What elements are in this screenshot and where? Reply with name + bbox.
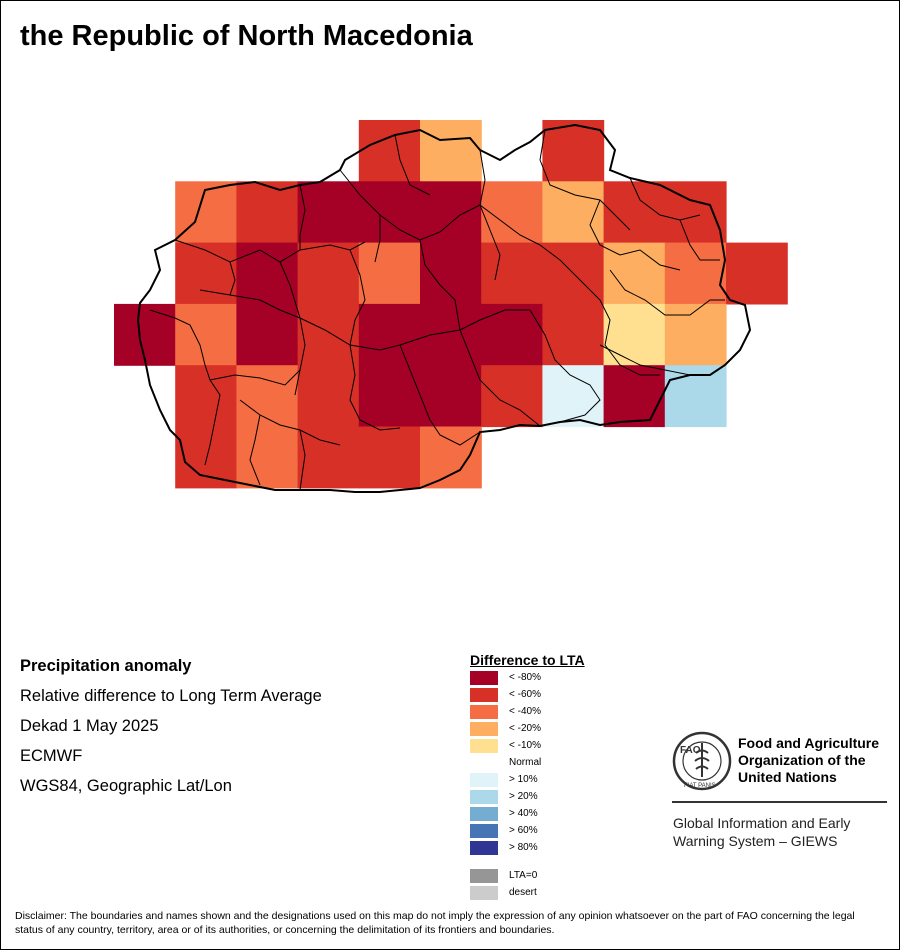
grid-cell: [420, 120, 482, 182]
grid-cell: [236, 303, 299, 366]
legend-item: > 40%: [470, 807, 590, 821]
grid-cell: [175, 365, 237, 428]
legend-swatch: [470, 790, 498, 804]
grid-cell: [175, 181, 237, 244]
legend-label: > 60%: [509, 825, 538, 836]
grid-cell: [358, 365, 421, 428]
legend-swatch: [470, 807, 498, 821]
grid-cell: [175, 303, 237, 366]
svg-text:FAO: FAO: [680, 745, 701, 756]
grid-cell: [726, 242, 788, 305]
grid-cell: [542, 303, 605, 366]
grid-cell: [664, 181, 727, 244]
legend-label: > 20%: [509, 791, 538, 802]
legend-swatch: [470, 688, 498, 702]
legend-swatch: [470, 869, 498, 883]
grid-cell: [358, 426, 421, 489]
district-boundaries: [136, 123, 752, 493]
legend-item: > 60%: [470, 824, 590, 838]
info-line-1: Relative difference to Long Term Average: [20, 687, 322, 705]
disclaimer: Disclaimer: The boundaries and names sho…: [15, 910, 855, 936]
legend-swatch: [470, 773, 498, 787]
grid-cell: [297, 426, 360, 489]
info-heading: Precipitation anomaly: [20, 657, 192, 675]
info-line-2: Dekad 1 May 2025: [20, 717, 159, 735]
legend-label: < -10%: [509, 740, 541, 751]
grid-cell: [420, 181, 482, 244]
anomaly-map: [114, 120, 788, 493]
grid-cell: [297, 303, 360, 366]
grid-cell: [603, 181, 666, 244]
grid-cell: [603, 365, 666, 428]
legend-title: Difference to LTA: [470, 652, 585, 668]
grid-cell: [358, 303, 421, 366]
grid-cell: [358, 181, 421, 244]
grid-cell: [664, 303, 727, 366]
legend-label: > 10%: [509, 774, 538, 785]
legend-swatch: [470, 705, 498, 719]
legend-item: desert: [470, 886, 590, 900]
legend-item: < -10%: [470, 739, 590, 753]
legend-label: > 80%: [509, 842, 538, 853]
legend-label: > 40%: [509, 808, 538, 819]
grid-cell: [603, 303, 666, 366]
grid-cell: [664, 242, 727, 305]
legend-label: Normal: [509, 757, 542, 768]
legend-swatch: [470, 722, 498, 736]
grid-cell: [481, 242, 543, 305]
legend-label: desert: [509, 887, 537, 898]
grid-cell: [236, 181, 299, 244]
grid-cell: [420, 242, 482, 305]
legend-swatch: [470, 824, 498, 838]
legend-item: < -40%: [470, 705, 590, 719]
info-line-3: ECMWF: [20, 747, 83, 765]
info-line-4: WGS84, Geographic Lat/Lon: [20, 777, 232, 795]
legend-item: Normal: [470, 756, 590, 770]
grid-cell: [175, 426, 237, 489]
legend-item: < -20%: [470, 722, 590, 736]
fao-name: Food and Agriculture Organization of the…: [738, 735, 880, 785]
anomaly-grid: [114, 120, 788, 489]
grid-cell: [420, 365, 482, 428]
fao-divider: [672, 801, 887, 803]
legend-swatch: [470, 671, 498, 685]
legend-item: < -60%: [470, 688, 590, 702]
grid-cell: [603, 242, 666, 305]
grid-cell: [420, 426, 482, 489]
giews-name: Global Information and Early Warning Sys…: [673, 815, 851, 849]
grid-cell: [542, 365, 605, 428]
legend-swatch: [470, 739, 498, 753]
legend-swatch: [470, 886, 498, 900]
country-border: [136, 123, 752, 493]
legend-label: < -20%: [509, 723, 541, 734]
grid-cell: [297, 181, 360, 244]
grid-cell: [297, 365, 360, 428]
legend-label: LTA=0: [509, 870, 538, 881]
grid-cell: [236, 242, 299, 305]
legend-label: < -40%: [509, 706, 541, 717]
grid-cell: [358, 242, 421, 305]
grid-cell: [542, 120, 605, 182]
grid-cell: [236, 426, 299, 489]
grid-cell: [358, 120, 421, 182]
legend-item: > 80%: [470, 841, 590, 855]
fao-logo-icon: FAO FIAT PANIS: [672, 731, 732, 791]
grid-cell: [481, 303, 543, 366]
map-title: the Republic of North Macedonia: [20, 20, 473, 52]
grid-cell: [481, 365, 543, 428]
grid-cell: [175, 242, 237, 305]
legend-item: LTA=0: [470, 869, 590, 883]
legend-label: < -80%: [509, 672, 541, 683]
legend-item: > 20%: [470, 790, 590, 804]
svg-text:FIAT PANIS: FIAT PANIS: [684, 783, 716, 789]
grid-cell: [297, 242, 360, 305]
legend-item: > 10%: [470, 773, 590, 787]
legend-swatch: [470, 841, 498, 855]
legend-swatch: [470, 756, 498, 770]
grid-cell: [236, 365, 299, 428]
legend-label: < -60%: [509, 689, 541, 700]
legend-item: < -80%: [470, 671, 590, 685]
